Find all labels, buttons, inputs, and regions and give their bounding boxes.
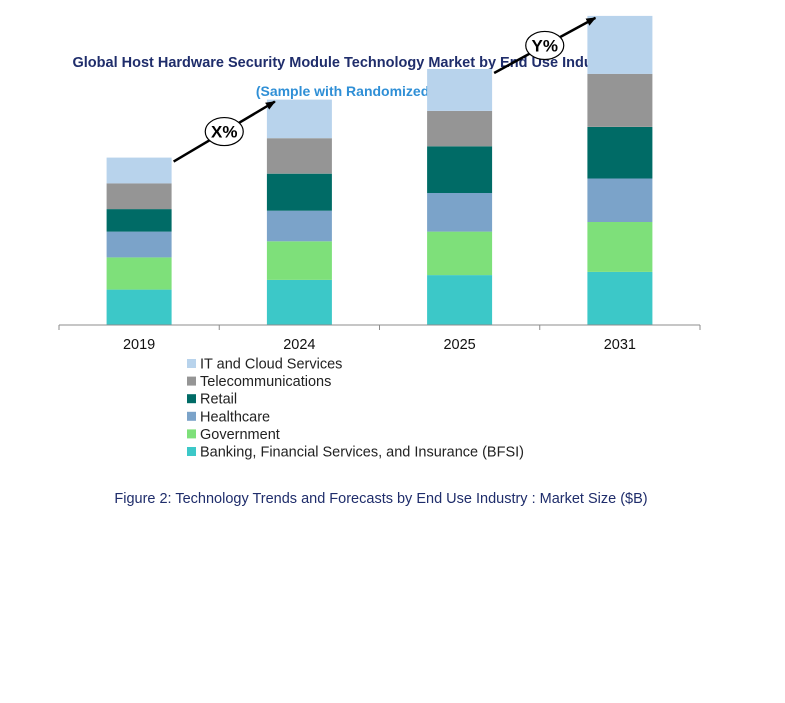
legend-label-healthcare: Healthcare bbox=[200, 409, 270, 425]
chart-title: Global Host Hardware Security Module Tec… bbox=[72, 55, 651, 71]
bar-segment-healthcare-2025 bbox=[427, 193, 493, 232]
legend-label-government: Government bbox=[200, 427, 280, 443]
bar-segment-retail-2019 bbox=[106, 209, 172, 232]
x-tick-label: 2024 bbox=[283, 337, 315, 353]
bar-segment-it-and-cloud-services-2031 bbox=[587, 15, 653, 74]
bar-segment-retail-2024 bbox=[266, 173, 332, 211]
x-axis: 2019 2024 2025 2031 bbox=[58, 324, 701, 353]
growth-label: Y% bbox=[532, 36, 558, 55]
x-tick-label: 2025 bbox=[443, 337, 475, 353]
bar-segment-government-2025 bbox=[427, 231, 493, 276]
growth-badge bbox=[204, 116, 244, 147]
bar-segment-government-2024 bbox=[266, 241, 332, 280]
legend-swatch-healthcare bbox=[187, 411, 196, 421]
legend-label-retail: Retail bbox=[200, 392, 237, 408]
growth-badge bbox=[525, 30, 565, 61]
x-tick-label: 2019 bbox=[123, 337, 155, 353]
bar-segment-it-and-cloud-services-2024 bbox=[266, 99, 332, 139]
bar-segment-it-and-cloud-services-2025 bbox=[427, 69, 493, 111]
bar-segment-banking-financial-services-and-insurance-bfsi-2031 bbox=[587, 271, 653, 325]
bar-segment-healthcare-2024 bbox=[266, 210, 332, 242]
growth-annotations: X% Y% bbox=[172, 16, 597, 163]
bar-segment-healthcare-2019 bbox=[106, 231, 172, 258]
legend-label-telecommunications: Telecommunications bbox=[200, 374, 331, 390]
legend-swatch-it-and-cloud-services bbox=[187, 359, 196, 368]
growth-label: X% bbox=[211, 123, 237, 142]
legend-label-it-and-cloud-services: IT and Cloud Services bbox=[200, 357, 342, 373]
bar-segment-it-and-cloud-services-2019 bbox=[106, 157, 172, 184]
bar-segment-banking-financial-services-and-insurance-bfsi-2024 bbox=[266, 279, 332, 325]
bar-segment-retail-2025 bbox=[427, 146, 493, 193]
bar-segment-telecommunications-2031 bbox=[587, 73, 653, 127]
chart-subtitle: (Sample with Randomized Data) bbox=[256, 83, 468, 99]
legend-swatch-government bbox=[187, 429, 196, 439]
x-tick-label: 2031 bbox=[604, 337, 636, 353]
bar-segment-government-2031 bbox=[587, 222, 653, 272]
bar-segment-telecommunications-2024 bbox=[266, 138, 332, 174]
legend-label-banking-financial-services-and-insurance-bfsi: Banking, Financial Services, and Insuran… bbox=[200, 445, 524, 461]
bar-segment-banking-financial-services-and-insurance-bfsi-2025 bbox=[427, 275, 493, 325]
figure-caption: Figure 2: Technology Trends and Forecast… bbox=[114, 491, 647, 507]
bar-segment-telecommunications-2019 bbox=[106, 183, 172, 210]
bar-segment-healthcare-2031 bbox=[587, 178, 653, 222]
bar-segment-banking-financial-services-and-insurance-bfsi-2019 bbox=[106, 289, 172, 325]
bar-segment-retail-2031 bbox=[587, 127, 653, 179]
bars-group bbox=[106, 15, 653, 325]
legend-swatch-telecommunications bbox=[187, 376, 196, 386]
bar-segment-government-2019 bbox=[106, 257, 172, 290]
legend-swatch-banking-financial-services-and-insurance-bfsi bbox=[187, 447, 196, 456]
legend-swatch-retail bbox=[187, 394, 196, 404]
bar-segment-telecommunications-2025 bbox=[427, 110, 493, 147]
